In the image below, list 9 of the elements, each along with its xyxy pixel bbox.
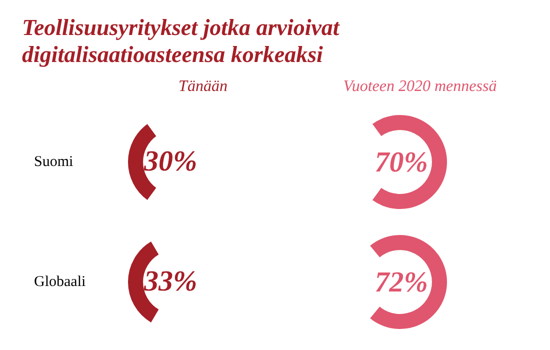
chart-subtitle: Tänään [178,78,228,95]
text: Globaali [34,274,86,290]
chart-title: Teollisuusyritykset jotka arvioivat digitalisaatioasteensa korkeaksi [21,14,341,69]
data-label: 70% [374,146,428,178]
chart-subtitle: Vuoteen 2020 mennessä [343,78,497,95]
data-label: 33% [143,265,198,298]
data-label: 30% [143,145,198,178]
data-label: 72% [374,266,428,298]
text: Suomi [34,154,74,170]
